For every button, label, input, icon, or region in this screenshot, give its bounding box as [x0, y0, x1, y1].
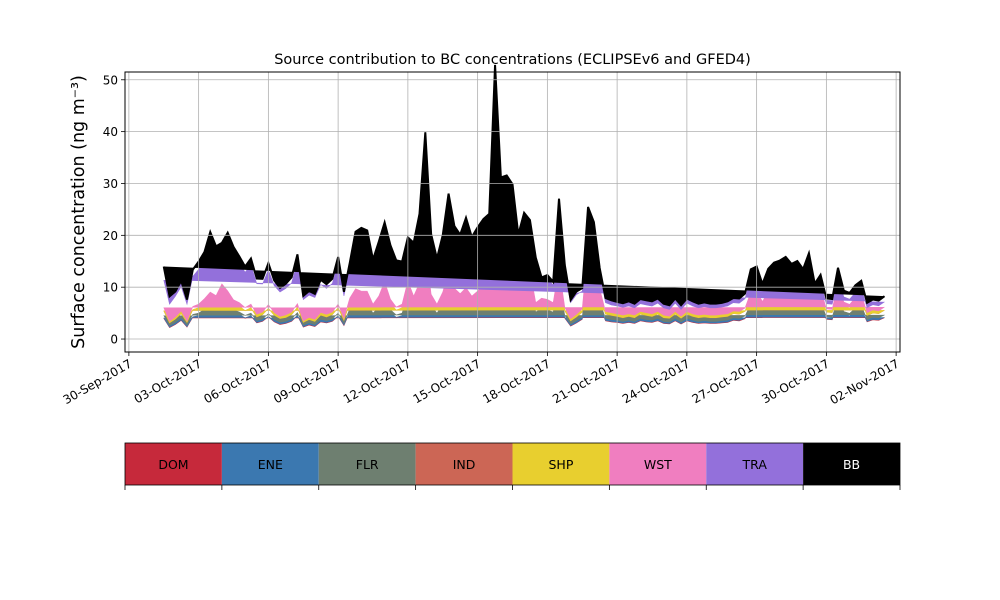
legend-label-tra: TRA — [742, 457, 768, 472]
legend-label-flr: FLR — [356, 457, 379, 472]
x-tick-label: 27-Oct-2017 — [690, 356, 762, 406]
x-tick-label: 06-Oct-2017 — [201, 356, 273, 406]
y-tick-label: 0 — [110, 333, 118, 347]
legend-swatch-wst — [609, 443, 707, 485]
y-axis: 0 10 20 30 40 50 — [103, 73, 125, 347]
y-tick-label: 10 — [103, 281, 118, 295]
legend-label-ene: ENE — [258, 457, 283, 472]
legend-label-bb: BB — [843, 457, 860, 472]
x-tick-label: 24-Oct-2017 — [620, 356, 692, 406]
legend-label-shp: SHP — [549, 457, 574, 472]
legend-swatch-bb — [803, 443, 900, 485]
y-tick-label: 30 — [103, 177, 118, 191]
y-axis-label: Surface concentration (ng m⁻³) — [69, 75, 89, 349]
legend-label-ind: IND — [453, 457, 476, 472]
plot-area — [124, 64, 901, 353]
legend-colorbar: DOM ENE FLR IND SHP WST TRA BB — [124, 442, 901, 490]
legend-swatch-ind — [415, 443, 513, 485]
x-tick-label: 30-Oct-2017 — [759, 356, 831, 406]
area-bb — [163, 64, 885, 306]
y-tick-label: 40 — [103, 125, 118, 139]
grid-lines — [125, 72, 900, 352]
x-tick-label: 15-Oct-2017 — [411, 356, 483, 406]
x-tick-label: 12-Oct-2017 — [341, 356, 413, 406]
x-axis: 30-Sep-201703-Oct-201706-Oct-201709-Oct-… — [61, 352, 902, 407]
x-tick-label: 30-Sep-2017 — [61, 356, 135, 407]
legend-frame — [124, 442, 901, 486]
legend-swatch-flr — [318, 443, 416, 485]
x-tick-label: 09-Oct-2017 — [271, 356, 343, 406]
x-tick-label: 21-Oct-2017 — [550, 356, 622, 406]
legend-swatch-shp — [512, 443, 610, 485]
legend-swatch-ene — [221, 443, 319, 485]
plot-frame — [124, 71, 901, 353]
total-outline — [162, 64, 886, 307]
legend-label-dom: DOM — [158, 457, 188, 472]
stacked-areas — [162, 64, 886, 329]
x-tick-label: 02-Nov-2017 — [827, 356, 901, 407]
y-tick-label: 20 — [103, 229, 118, 243]
chart-title: Source contribution to BC concentrations… — [274, 52, 751, 68]
y-tick-label: 50 — [103, 73, 118, 87]
x-tick-label: 03-Oct-2017 — [132, 356, 204, 406]
legend-swatch-tra — [706, 443, 804, 485]
x-tick-label: 18-Oct-2017 — [480, 356, 552, 406]
legend-label-wst: WST — [644, 457, 672, 472]
legend-swatch-dom — [125, 443, 222, 485]
